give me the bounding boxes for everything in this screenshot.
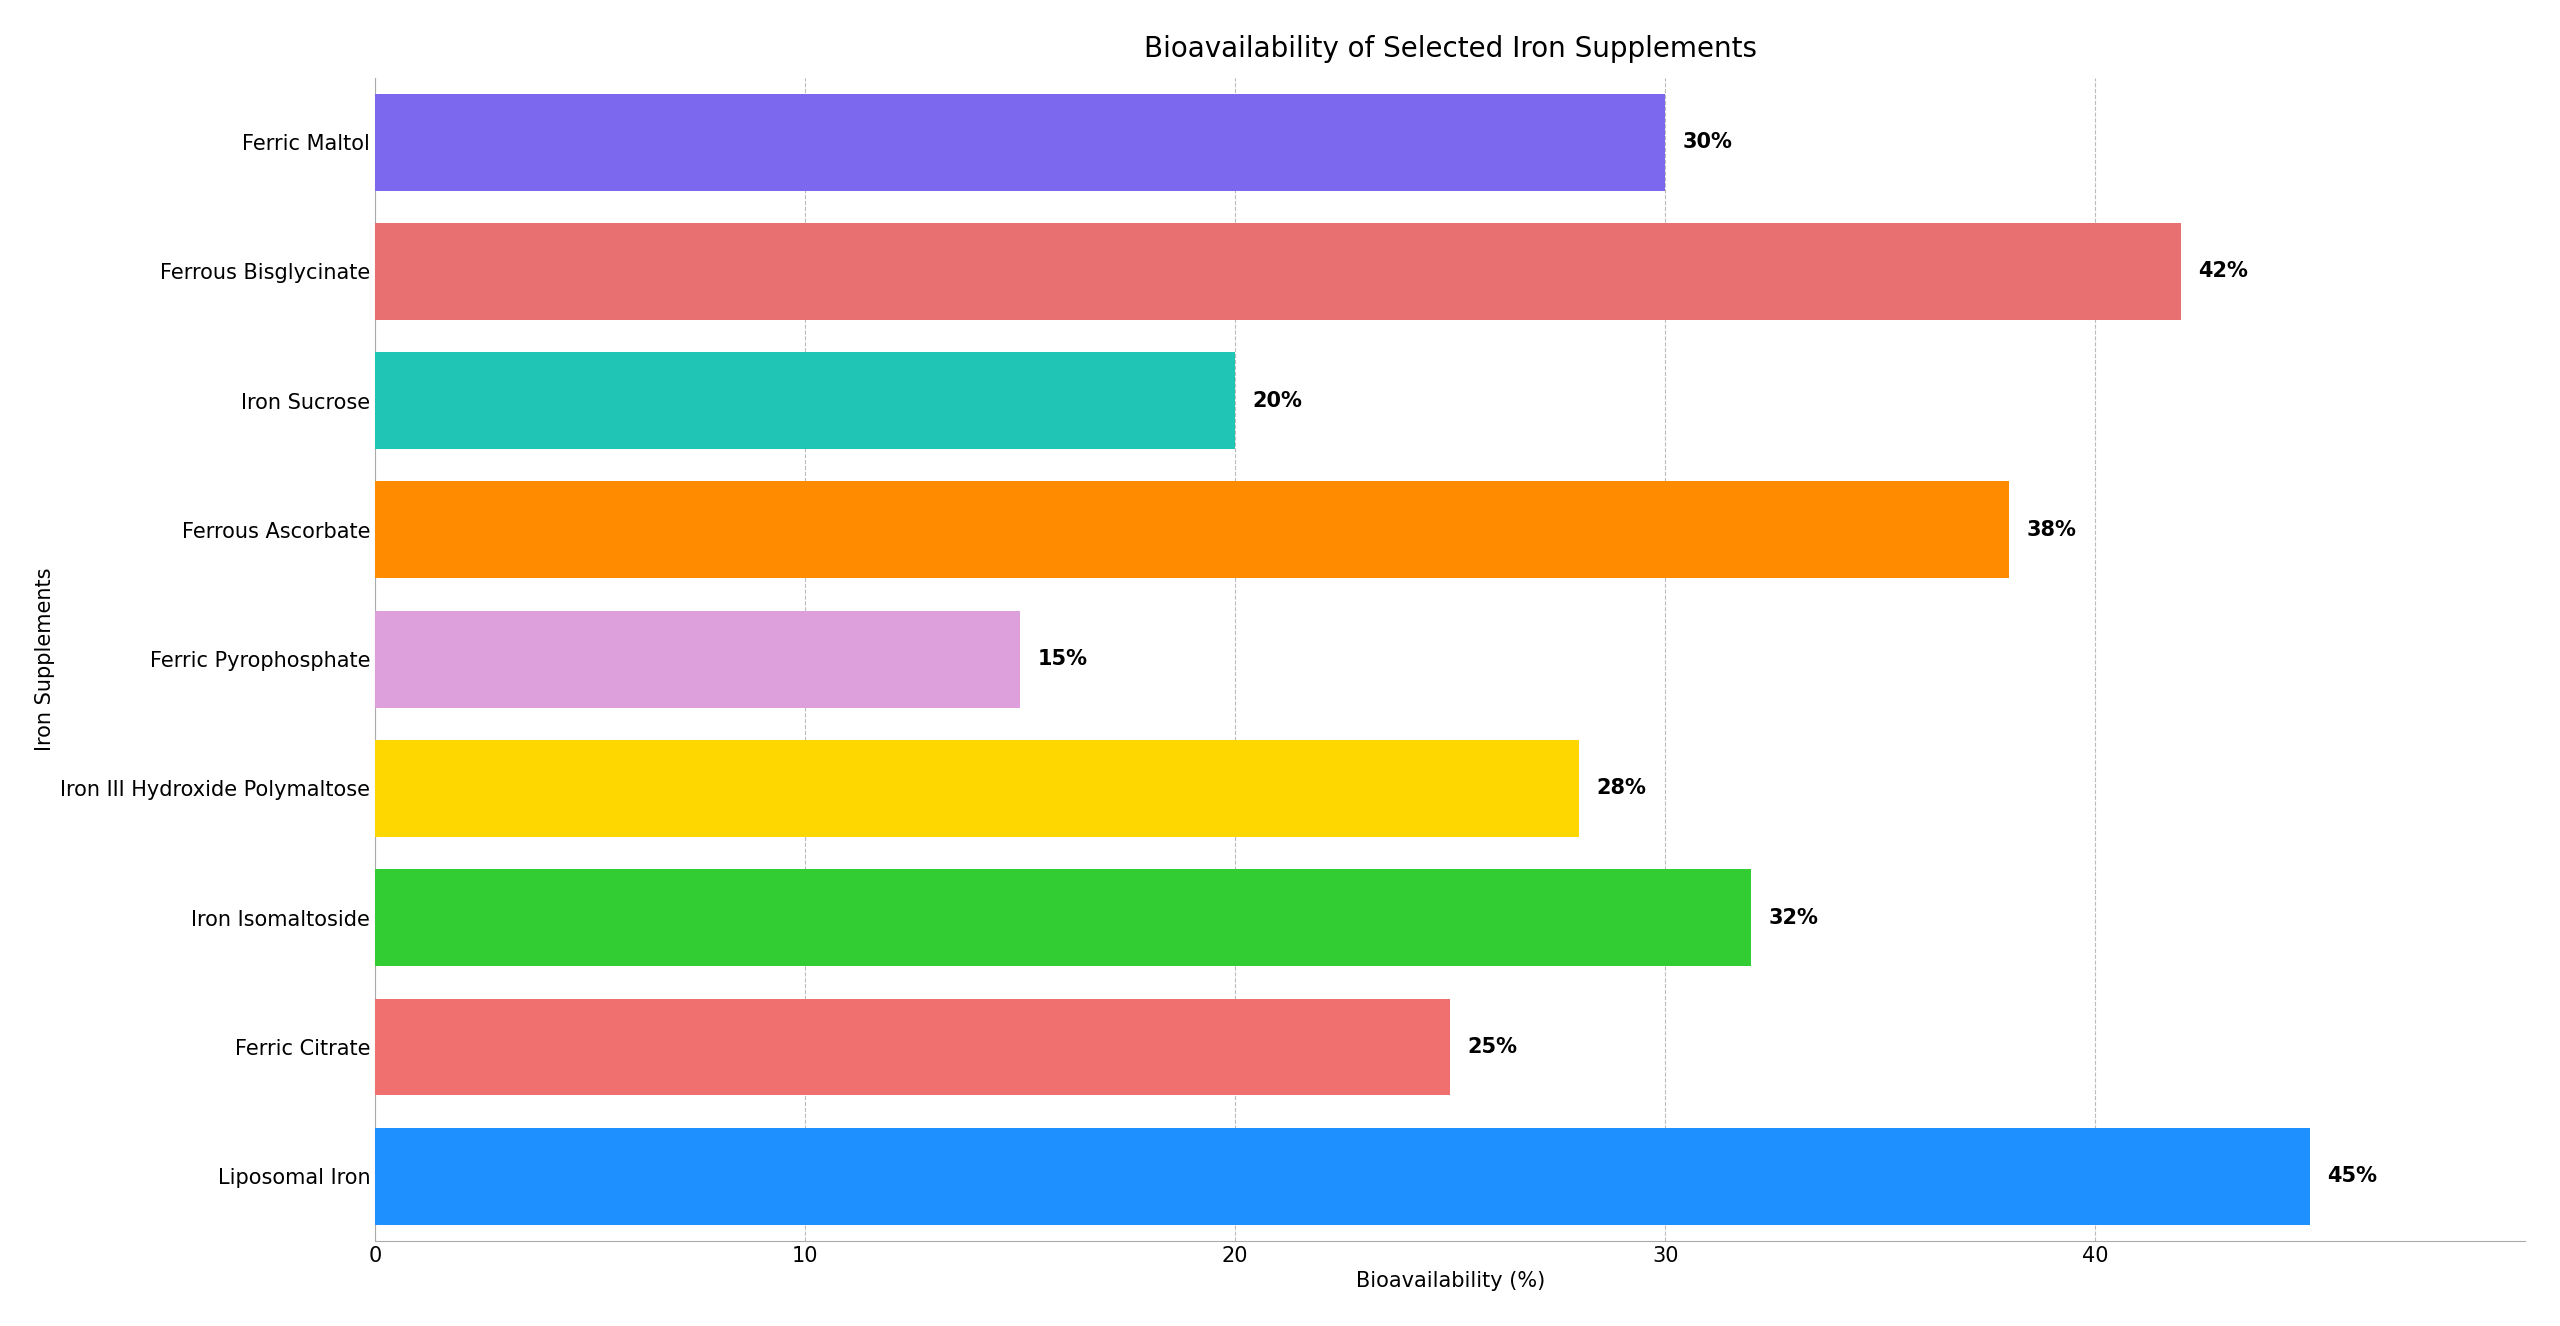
Text: 30%: 30% — [1682, 133, 1733, 152]
Text: 42%: 42% — [2199, 261, 2248, 281]
Text: 38%: 38% — [2028, 520, 2076, 540]
Y-axis label: Iron Supplements: Iron Supplements — [36, 568, 54, 751]
Text: 25%: 25% — [1467, 1037, 1518, 1057]
Bar — [376, 223, 2181, 320]
Bar — [376, 611, 1021, 708]
Text: 15%: 15% — [1037, 650, 1088, 670]
Bar — [376, 1127, 2309, 1225]
Bar — [376, 353, 1234, 450]
X-axis label: Bioavailability (%): Bioavailability (%) — [1357, 1272, 1544, 1292]
Bar — [376, 740, 1580, 837]
Text: 45%: 45% — [2327, 1167, 2378, 1187]
Text: 28%: 28% — [1597, 778, 1646, 798]
Text: 20%: 20% — [1252, 391, 1303, 411]
Text: 32%: 32% — [1769, 908, 1818, 928]
Bar — [376, 94, 1664, 191]
Title: Bioavailability of Selected Iron Supplements: Bioavailability of Selected Iron Supplem… — [1144, 34, 1756, 62]
Bar — [376, 870, 1751, 967]
Bar — [376, 481, 2010, 578]
Bar — [376, 998, 1449, 1095]
